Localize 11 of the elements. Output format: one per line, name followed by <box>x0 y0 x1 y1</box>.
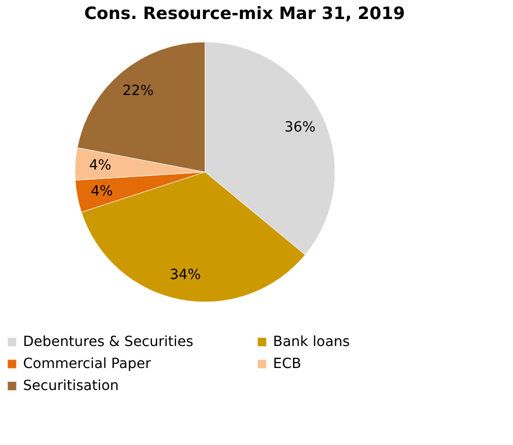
legend-label: Commercial Paper <box>23 356 152 372</box>
legend-label: ECB <box>273 356 302 372</box>
legend-label: Debentures & Securities <box>23 334 194 350</box>
data-label: 22% <box>122 83 154 100</box>
legend-label: Bank loans <box>273 334 350 350</box>
data-label: 34% <box>170 267 201 284</box>
data-label: 4% <box>89 157 112 174</box>
data-label: 36% <box>284 119 316 136</box>
chart-title: Cons. Resource-mix Mar 31, 2019 <box>84 4 405 24</box>
data-label: 4% <box>90 184 113 200</box>
legend-label: Securitisation <box>23 378 119 394</box>
